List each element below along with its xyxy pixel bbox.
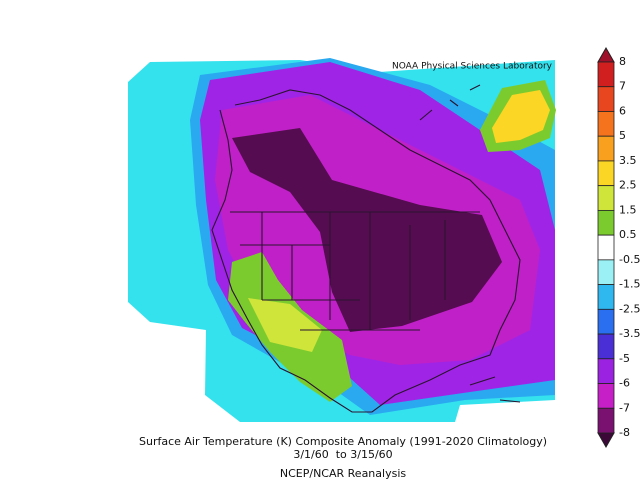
colorbar-label: 0.5 xyxy=(619,228,637,241)
colorbar-label: -0.5 xyxy=(619,253,640,266)
caption-title: Surface Air Temperature (K) Composite An… xyxy=(139,435,547,448)
caption-dates: 3/1/60 to 3/15/60 xyxy=(293,448,392,461)
colorbar-label: 1.5 xyxy=(619,203,637,216)
colorbar-box xyxy=(597,209,615,236)
coastline xyxy=(211,89,521,413)
colorbar-box xyxy=(597,358,615,384)
colorbar-label: 6 xyxy=(619,104,626,117)
colorbar-under xyxy=(597,432,615,449)
colorbar-label: 8 xyxy=(619,55,626,68)
islands xyxy=(419,84,521,403)
yellow-west xyxy=(248,298,322,352)
colorbar-box xyxy=(597,407,615,434)
colorbar-box xyxy=(597,284,615,310)
colorbar-label: -7 xyxy=(619,401,630,414)
colorbar-box xyxy=(597,308,615,335)
colorbar-box xyxy=(597,383,615,409)
credit: NOAA Physical Sciences Laboratory xyxy=(392,62,553,72)
colorbar: 8 7 6 5 3.5 2.5 1.5 0.5 -0.5 -1.5 -2.5 -3.5 -5 -6 -7 -8 xyxy=(597,46,640,449)
yellow-ne xyxy=(492,90,550,143)
colorbar-label: 2.5 xyxy=(619,179,637,192)
dark-purple-field xyxy=(232,128,502,332)
colorbar-over xyxy=(597,46,615,63)
colorbar-label: 5 xyxy=(619,129,626,142)
colorbar-box xyxy=(597,333,615,360)
colorbar-box xyxy=(597,111,615,137)
map xyxy=(128,58,556,422)
colorbar-label: -1.5 xyxy=(619,278,640,291)
colorbar-label: -8 xyxy=(619,426,630,439)
colorbar-box xyxy=(597,234,615,261)
borders xyxy=(232,211,480,331)
colorbar-label: -6 xyxy=(619,377,630,390)
colorbar-label: 7 xyxy=(619,80,626,93)
colorbar-label: 3.5 xyxy=(619,154,637,167)
caption-source: NCEP/NCAR Reanalysis xyxy=(280,467,406,480)
colorbar-label: -2.5 xyxy=(619,302,640,315)
colorbar-box xyxy=(597,135,615,162)
colorbar-box xyxy=(597,185,615,211)
colorbar-label: -5 xyxy=(619,352,630,365)
colorbar-box xyxy=(597,259,615,286)
colorbar-box xyxy=(597,86,615,112)
colorbar-box xyxy=(597,61,615,88)
colorbar-box xyxy=(597,160,615,187)
colorbar-label: -3.5 xyxy=(619,327,640,340)
